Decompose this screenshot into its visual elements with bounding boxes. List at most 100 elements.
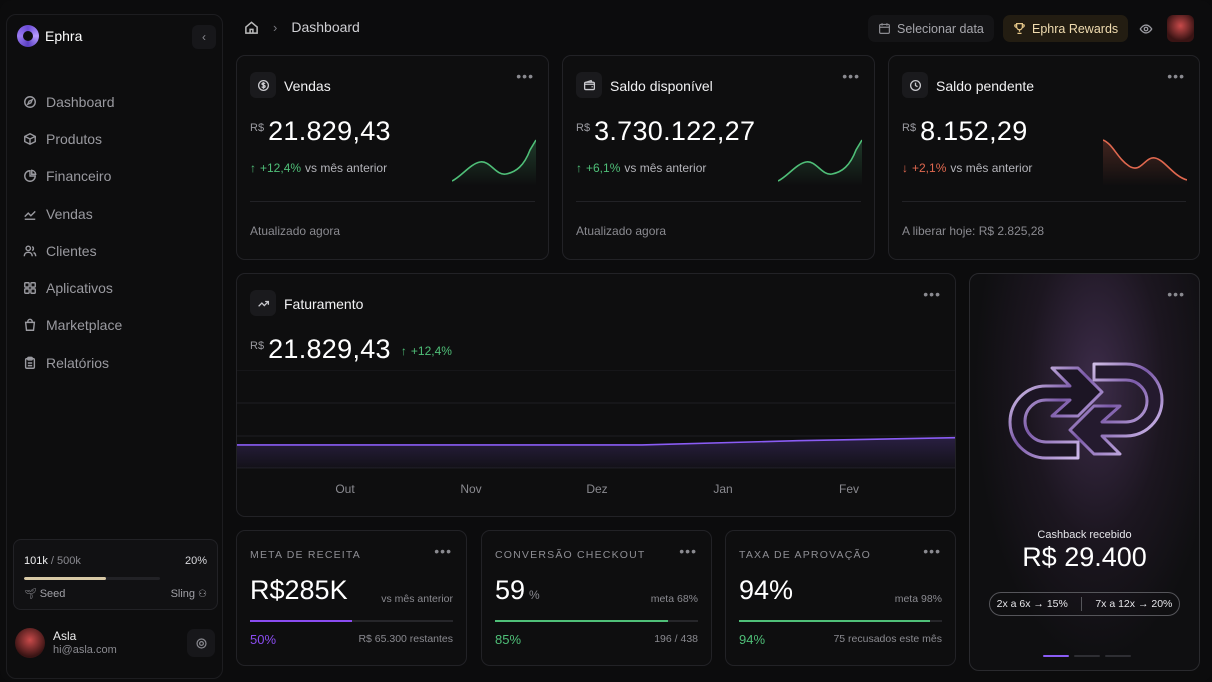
card-title: Saldo disponível	[610, 78, 713, 94]
user-email: hi@asla.com	[53, 644, 117, 656]
kpi-percent: 85%	[495, 632, 522, 647]
carousel-dot[interactable]	[1043, 655, 1069, 657]
x-axis-label: Dez	[586, 482, 607, 496]
ephra-logo-icon	[17, 25, 39, 47]
breadcrumb-current: Dashboard	[291, 19, 360, 35]
sidebar-item-relatorios[interactable]: Relatórios	[17, 344, 213, 381]
kpi-progress-fill	[495, 620, 668, 622]
card-vendas: Vendas ••• R$ 21.829,43 ↑ +12,4% vs mês ant…	[236, 55, 549, 260]
kpi-value: R$285K	[250, 575, 348, 605]
cashback-value: R$ 29.400	[1022, 542, 1147, 572]
avatar	[15, 628, 45, 658]
clock-icon	[902, 72, 928, 98]
kpi-percent: 94%	[739, 632, 766, 647]
x-axis-label: Out	[335, 482, 355, 496]
breadcrumb: › Dashboard	[244, 19, 360, 35]
cashback-tier-1: 2x a 6x → 15%	[996, 598, 1068, 610]
sparkline-vendas	[452, 139, 536, 186]
kpi-progress-fill	[250, 620, 352, 622]
sidebar-item-financeiro[interactable]: Financeiro	[17, 158, 213, 195]
sidebar-item-produtos[interactable]: Produtos	[17, 120, 213, 157]
level-progress-amount: 101k / 500k	[24, 555, 81, 567]
faturamento-delta: +12,4%	[410, 344, 452, 358]
cashback-card[interactable]: ••• Cashback recebido R$ 29.400 2x a 6x …	[969, 273, 1200, 671]
sidebar-item-label: Produtos	[46, 130, 103, 147]
bag-icon	[24, 319, 36, 332]
sidebar-item-marketplace[interactable]: Marketplace	[17, 307, 213, 344]
carousel-dot[interactable]	[1074, 655, 1100, 657]
card-faturamento: Faturamento ••• R$ 21.829,43 ↑ +12,4% Ou…	[236, 273, 956, 517]
faturamento-chart: Out Nov Dez Jan Fev	[237, 370, 955, 496]
card-value: R$ 21.829,43	[250, 116, 391, 146]
compass-icon	[24, 95, 36, 108]
user-avatar-button[interactable]	[1167, 15, 1194, 42]
sidebar-item-clientes[interactable]: Clientes	[17, 232, 213, 269]
kpi-conversao-checkout: CONVERSÃO CHECKOUT ••• 59% meta 68% 85% …	[481, 530, 712, 666]
rewards-button[interactable]: Ephra Rewards	[1003, 15, 1129, 42]
more-options-icon[interactable]: •••	[1167, 286, 1185, 302]
trophy-icon	[1014, 23, 1025, 34]
trend-up-icon	[250, 290, 276, 316]
kpi-taxa-aprovacao: TAXA DE APROVAÇÃO ••• 94% meta 98% 94% 7…	[725, 530, 956, 666]
carousel-dot[interactable]	[1105, 655, 1131, 657]
nodes-icon: ⚇	[198, 588, 207, 600]
card-footer: A liberar hoje: R$ 2.825,28	[902, 224, 1045, 238]
wallet-icon	[576, 72, 602, 98]
collapse-sidebar-button[interactable]: ‹	[192, 25, 216, 49]
brand-name: Ephra	[45, 28, 83, 44]
more-options-icon[interactable]: •••	[923, 286, 941, 302]
faturamento-area	[237, 437, 955, 468]
more-options-icon[interactable]: •••	[1167, 68, 1185, 84]
sidebar-item-label: Clientes	[46, 242, 97, 259]
card-delta: ↓ +2,1% vs mês anterior	[902, 161, 1033, 175]
user-profile[interactable]: Asla hi@asla.com	[15, 625, 215, 661]
topbar: › Dashboard Selecionar data Ephra Reward…	[236, 12, 1200, 44]
user-settings-button[interactable]	[187, 629, 215, 657]
more-options-icon[interactable]: •••	[842, 68, 860, 84]
brand-logo[interactable]: Ephra	[17, 25, 82, 47]
card-title: Faturamento	[284, 296, 364, 312]
level-progress-fill	[24, 577, 106, 580]
kpi-label: CONVERSÃO CHECKOUT	[495, 549, 646, 561]
x-axis-label: Jan	[713, 482, 732, 496]
kpi-label: TAXA DE APROVAÇÃO	[739, 549, 872, 561]
cashback-tier-2: 7x a 12x → 20%	[1095, 598, 1173, 610]
more-options-icon[interactable]: •••	[923, 543, 941, 559]
kpi-percent: 50%	[250, 632, 277, 647]
faturamento-line	[237, 436, 955, 446]
level-progress-header: 101k / 500k 20%	[24, 555, 207, 567]
level-progress-track	[24, 577, 160, 580]
tier-divider	[1081, 597, 1083, 611]
more-options-icon[interactable]: •••	[434, 543, 452, 559]
clipboard-icon	[24, 356, 36, 369]
level-progress-card[interactable]: 101k / 500k 20% 🌱︎ Seed Sling ⚇	[13, 539, 218, 610]
cashback-tiers: 2x a 6x → 15% 7x a 12x → 20%	[989, 592, 1180, 616]
sidebar-item-aplicativos[interactable]: Aplicativos	[17, 269, 213, 306]
carousel-indicator	[1043, 655, 1131, 657]
date-picker-button[interactable]: Selecionar data	[868, 15, 994, 42]
kpi-progress-fill	[739, 620, 930, 622]
sidebar-item-label: Dashboard	[46, 93, 115, 110]
level-progress-percent: 20%	[184, 555, 207, 567]
card-saldo-disponivel: Saldo disponível ••• R$ 3.730.122,27 ↑ +6,…	[562, 55, 875, 260]
kpi-remaining: R$ 65.300 restantes	[358, 633, 453, 645]
sidebar-item-dashboard[interactable]: Dashboard	[17, 83, 213, 120]
sidebar-item-vendas[interactable]: Vendas	[17, 195, 213, 232]
rewards-label: Ephra Rewards	[1032, 21, 1119, 36]
faturamento-value: R$ 21.829,43 ↑ +12,4%	[250, 334, 452, 364]
more-options-icon[interactable]: •••	[679, 543, 697, 559]
pie-chart-icon	[24, 169, 37, 183]
eye-icon	[1139, 23, 1153, 34]
sparkline-pendente	[1103, 139, 1187, 186]
cashback-loop-icon	[1008, 362, 1164, 460]
date-picker-label: Selecionar data	[897, 21, 984, 36]
card-footer: Atualizado agora	[250, 224, 341, 238]
arrow-up-icon: ↑	[400, 344, 407, 358]
level-seed: 🌱︎ Seed	[24, 588, 66, 600]
kpi-progress-track	[739, 620, 942, 622]
more-options-icon[interactable]: •••	[516, 68, 534, 84]
home-icon[interactable]	[244, 20, 259, 35]
visibility-toggle[interactable]	[1133, 15, 1159, 42]
user-name: Asla	[53, 629, 77, 643]
sidebar: Ephra ‹ Dashboard Produtos Financeiro Ve…	[6, 14, 223, 679]
